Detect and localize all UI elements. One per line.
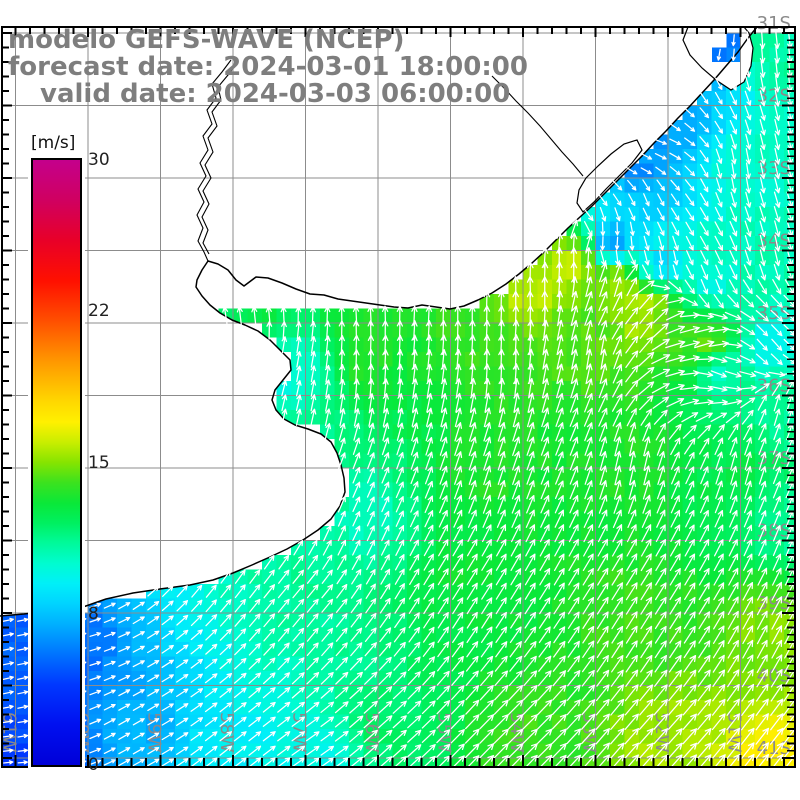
colorbar-unit-label: [m/s] bbox=[31, 133, 76, 153]
lat-label: 38S bbox=[757, 521, 791, 542]
colorbar-tick-label: 22 bbox=[88, 301, 110, 322]
lat-label: 31S bbox=[757, 13, 791, 34]
latlon-gridlines bbox=[2, 27, 795, 767]
lat-label: 36S bbox=[757, 376, 791, 397]
lon-label: 54W bbox=[506, 712, 527, 753]
lon-label: 58W bbox=[216, 712, 237, 753]
colorbar-tick-label: 15 bbox=[88, 452, 110, 473]
colorbar-tick-label: 8 bbox=[88, 603, 99, 624]
wind-arrows bbox=[2, 31, 799, 772]
lon-label: 52W bbox=[651, 712, 672, 753]
forecast-date: forecast date: 2024-03-01 18:00:00 bbox=[8, 52, 528, 82]
valid-date: valid date: 2024-03-03 06:00:00 bbox=[40, 79, 511, 109]
lon-label: 56W bbox=[361, 712, 382, 753]
lat-label: 37S bbox=[757, 448, 791, 469]
lon-label: 53W bbox=[579, 712, 600, 753]
lon-label: 51W bbox=[724, 712, 745, 753]
lon-label: 59W bbox=[144, 712, 165, 753]
model-title: modelo GEFS-WAVE (NCEP) bbox=[8, 25, 405, 55]
map-border bbox=[1, 26, 796, 768]
colorbar-tick-label: 0 bbox=[88, 755, 99, 775]
lon-label: 55W bbox=[434, 712, 455, 753]
colorbar bbox=[31, 158, 82, 767]
colorbar-tick-label: 30 bbox=[88, 150, 110, 170]
lon-label: 57W bbox=[289, 712, 310, 753]
